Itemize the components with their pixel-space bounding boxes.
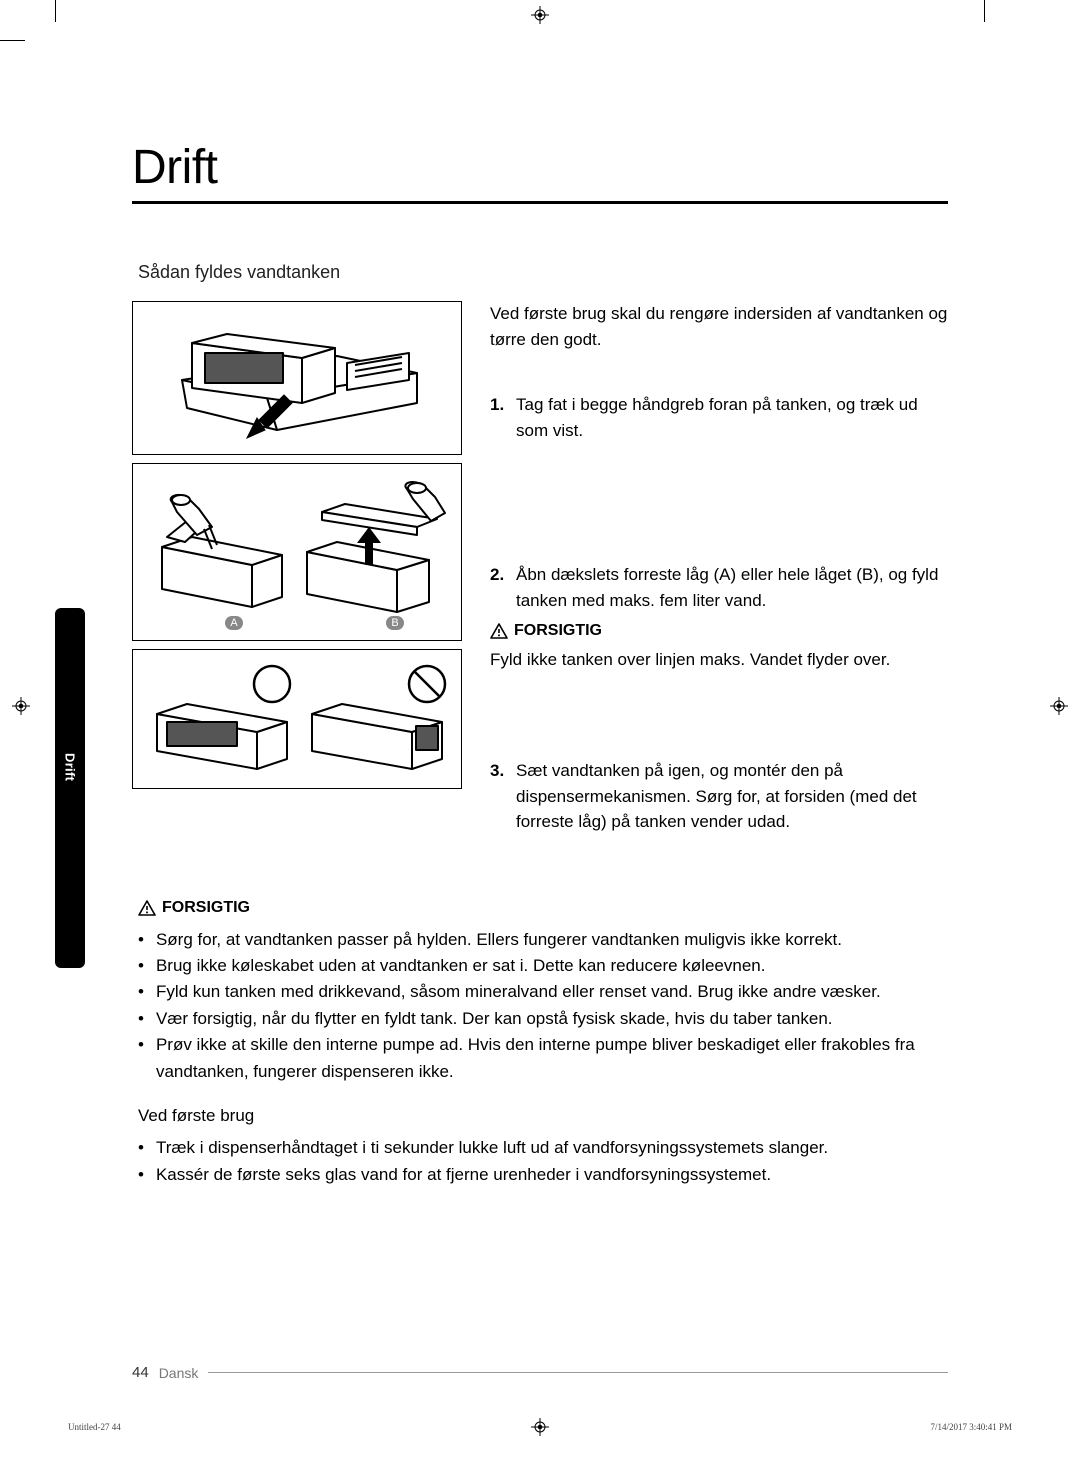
warning-icon xyxy=(490,623,508,639)
step-2-block: 2. Åbn dækslets forreste låg (A) eller h… xyxy=(490,562,948,754)
imprint-filename: Untitled-27 44 xyxy=(68,1422,121,1432)
figure-label-b: B xyxy=(386,616,404,630)
step-text: Sæt vandtanken på igen, og montér den på… xyxy=(516,758,948,835)
crop-mark xyxy=(984,0,985,22)
caution-bullet-list: Sørg for, at vandtanken passer på hylden… xyxy=(132,927,948,1085)
list-item: Fyld kun tanken med drikkevand, såsom mi… xyxy=(132,979,948,1005)
page-number: 44 xyxy=(132,1364,149,1381)
warning-icon xyxy=(138,900,156,916)
footer-language: Dansk xyxy=(159,1365,199,1381)
step-number: 3. xyxy=(490,758,510,835)
subtitle: Sådan fyldes vandtanken xyxy=(138,262,948,283)
first-use-bullet-list: Træk i dispenserhåndtaget i ti sekunder … xyxy=(132,1135,948,1188)
registration-mark-icon xyxy=(12,697,30,715)
list-item: Vær forsigtig, når du flytter en fyldt t… xyxy=(132,1006,948,1032)
page: Drift Drift Sådan fyldes vandtanken xyxy=(0,0,1080,1476)
list-item: 3. Sæt vandtanken på igen, og montér den… xyxy=(490,758,948,835)
page-footer: 44 Dansk xyxy=(132,1364,948,1381)
caution-heading: FORSIGTIG xyxy=(490,619,948,643)
footer-rule xyxy=(208,1372,948,1373)
registration-mark-icon xyxy=(531,1418,549,1436)
figure-step-1 xyxy=(132,301,462,455)
step-text: Tag fat i begge håndgreb foran på tanken… xyxy=(516,392,948,443)
figure-label-a: A xyxy=(225,616,243,630)
two-column-layout: A B xyxy=(132,301,948,878)
figure-step-2: A B xyxy=(132,463,462,641)
section-tab: Drift xyxy=(55,608,85,968)
registration-mark-icon xyxy=(531,6,549,24)
section-tab-label: Drift xyxy=(63,753,78,781)
intro-text: Ved første brug skal du rengøre indersid… xyxy=(490,301,948,352)
figures-column: A B xyxy=(132,301,462,878)
list-item: Sørg for, at vandtanken passer på hylden… xyxy=(132,927,948,953)
page-title: Drift xyxy=(132,140,948,195)
list-item: Prøv ikke at skille den interne pumpe ad… xyxy=(132,1032,948,1085)
caution-block: FORSIGTIG Sørg for, at vandtanken passer… xyxy=(132,896,948,1188)
title-rule xyxy=(132,201,948,204)
list-item: Kassér de første seks glas vand for at f… xyxy=(132,1162,948,1188)
registration-mark-icon xyxy=(1050,697,1068,715)
content-area: Drift Sådan fyldes vandtanken xyxy=(132,140,948,1356)
list-item: Træk i dispenserhåndtaget i ti sekunder … xyxy=(132,1135,948,1161)
first-use-heading: Ved første brug xyxy=(132,1103,948,1129)
step-number: 1. xyxy=(490,392,510,443)
list-item: Brug ikke køleskabet uden at vandtanken … xyxy=(132,953,948,979)
caution-label-text: FORSIGTIG xyxy=(514,619,602,643)
list-item: 2. Åbn dækslets forreste låg (A) eller h… xyxy=(490,562,948,613)
imprint-timestamp: 7/14/2017 3:40:41 PM xyxy=(930,1422,1012,1432)
step-number: 2. xyxy=(490,562,510,613)
crop-mark xyxy=(0,40,25,41)
text-column: Ved første brug skal du rengøre indersid… xyxy=(490,301,948,878)
figure-step-3 xyxy=(132,649,462,789)
step-text: Åbn dækslets forreste låg (A) eller hele… xyxy=(516,562,948,613)
crop-mark xyxy=(55,0,56,22)
caution-inline-text: Fyld ikke tanken over linjen maks. Vande… xyxy=(490,647,948,673)
caution-label-text: FORSIGTIG xyxy=(162,896,250,921)
list-item: 1. Tag fat i begge håndgreb foran på tan… xyxy=(490,392,948,443)
step-1-block: 1. Tag fat i begge håndgreb foran på tan… xyxy=(490,392,948,562)
step-3-block: 3. Sæt vandtanken på igen, og montér den… xyxy=(490,758,948,878)
caution-heading: FORSIGTIG xyxy=(138,896,948,921)
